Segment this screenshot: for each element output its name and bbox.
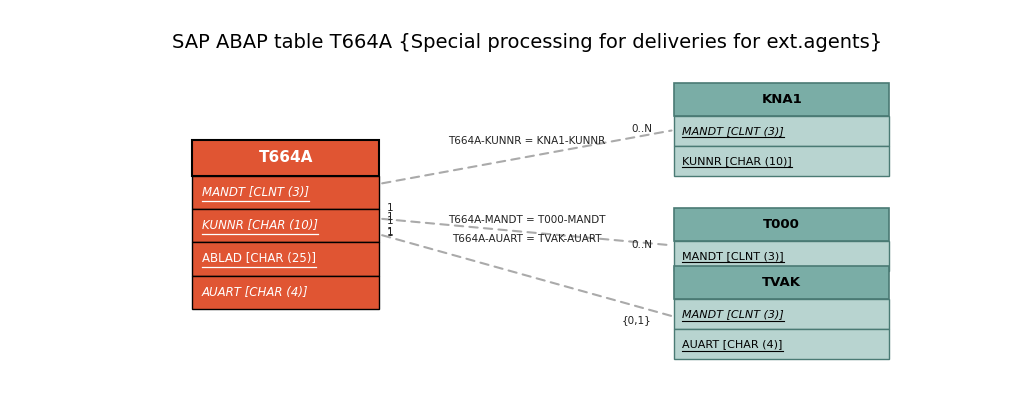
Text: 0..N: 0..N — [632, 124, 653, 134]
Text: T664A-KUNNR = KNA1-KUNNR: T664A-KUNNR = KNA1-KUNNR — [448, 136, 605, 146]
Text: MANDT [CLNT (3)]: MANDT [CLNT (3)] — [683, 126, 784, 136]
Text: 1: 1 — [387, 217, 393, 226]
Text: KNA1: KNA1 — [762, 92, 802, 106]
Bar — [192, 242, 379, 276]
Text: T664A: T664A — [259, 150, 314, 165]
Bar — [192, 139, 379, 176]
Text: T000: T000 — [764, 218, 800, 231]
Bar — [192, 176, 379, 209]
Text: MANDT [CLNT (3)]: MANDT [CLNT (3)] — [683, 309, 784, 319]
Bar — [674, 146, 889, 176]
Bar — [674, 266, 889, 299]
Bar — [674, 116, 889, 146]
Text: T664A-MANDT = T000-MANDT: T664A-MANDT = T000-MANDT — [448, 215, 605, 225]
Text: 1: 1 — [387, 203, 393, 212]
Text: MANDT [CLNT (3)]: MANDT [CLNT (3)] — [201, 186, 309, 199]
Text: 1: 1 — [387, 212, 393, 222]
Text: 0..N: 0..N — [632, 240, 653, 249]
Bar — [192, 276, 379, 309]
Text: ABLAD [CHAR (25)]: ABLAD [CHAR (25)] — [201, 252, 316, 266]
Bar — [674, 299, 889, 329]
Text: AUART [CHAR (4)]: AUART [CHAR (4)] — [683, 339, 782, 349]
Text: 1: 1 — [387, 228, 393, 238]
Text: TVAK: TVAK — [763, 276, 801, 289]
Bar — [192, 209, 379, 242]
Text: SAP ABAP table T664A {Special processing for deliveries for ext.agents}: SAP ABAP table T664A {Special processing… — [172, 33, 882, 53]
Bar — [674, 329, 889, 360]
Text: 1: 1 — [387, 227, 393, 237]
Bar — [674, 83, 889, 116]
Text: T664A-AUART = TVAK-AUART: T664A-AUART = TVAK-AUART — [452, 234, 601, 244]
Bar — [674, 241, 889, 271]
Text: KUNNR [CHAR (10)]: KUNNR [CHAR (10)] — [683, 156, 792, 166]
Text: MANDT [CLNT (3)]: MANDT [CLNT (3)] — [683, 251, 783, 261]
Text: KUNNR [CHAR (10)]: KUNNR [CHAR (10)] — [201, 219, 318, 232]
Text: {0,1}: {0,1} — [621, 315, 651, 325]
Text: AUART [CHAR (4)]: AUART [CHAR (4)] — [201, 286, 308, 299]
Bar — [674, 208, 889, 241]
